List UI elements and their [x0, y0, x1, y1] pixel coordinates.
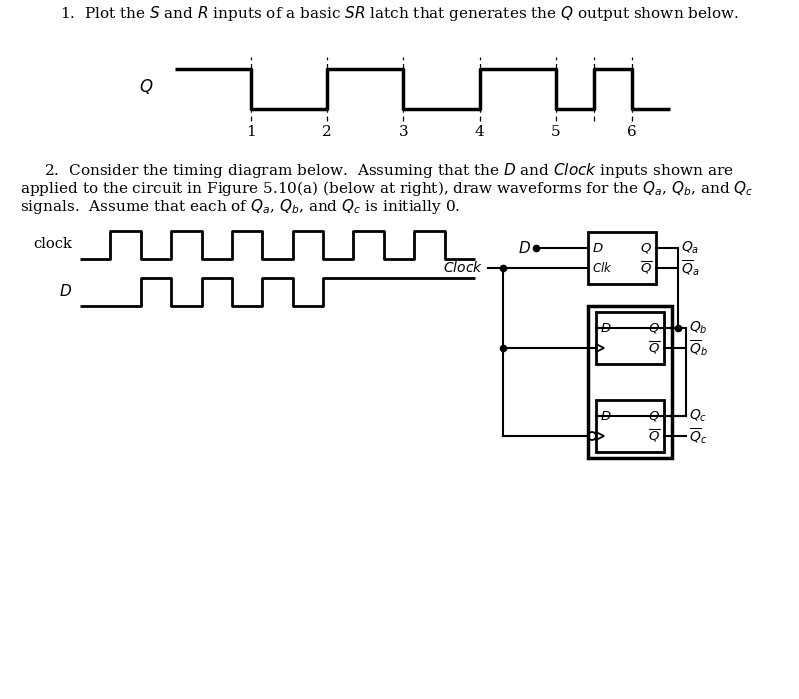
Text: $D$: $D$ [59, 283, 72, 299]
Text: 4: 4 [475, 125, 484, 139]
Text: $Clock$: $Clock$ [443, 261, 483, 275]
Text: $\overline{Q}$: $\overline{Q}$ [647, 428, 660, 444]
Text: 6: 6 [627, 125, 637, 139]
Text: $Q_b$: $Q_b$ [689, 320, 708, 336]
Bar [596, 400, 664, 452]
Text: $Clk$: $Clk$ [592, 261, 613, 275]
Text: $\overline{Q}$: $\overline{Q}$ [639, 260, 652, 276]
Text: $Q$: $Q$ [640, 241, 652, 255]
Text: signals.  Assume that each of $Q_a$, $Q_b$, and $Q_c$ is initially 0.: signals. Assume that each of $Q_a$, $Q_b… [20, 197, 460, 216]
Text: $Q_c$: $Q_c$ [689, 408, 707, 424]
Text: 1: 1 [246, 125, 256, 139]
Text: $Q$: $Q$ [648, 321, 660, 335]
Text: 1.  Plot the $S$ and $R$ inputs of a basic $SR$ latch that generates the $Q$ out: 1. Plot the $S$ and $R$ inputs of a basi… [59, 4, 738, 23]
Text: clock: clock [33, 237, 72, 251]
Text: $Q_a$: $Q_a$ [681, 240, 699, 257]
Text: $Q$: $Q$ [648, 409, 660, 423]
Text: 2.  Consider the timing diagram below.  Assuming that the $D$ and $Clock$ inputs: 2. Consider the timing diagram below. As… [20, 161, 733, 180]
Text: applied to the circuit in Figure 5.10(a) (below at right), draw waveforms for th: applied to the circuit in Figure 5.10(a)… [20, 179, 753, 198]
Text: $D$: $D$ [600, 410, 611, 422]
Text: $\overline{Q}_c$: $\overline{Q}_c$ [689, 426, 707, 446]
Text: 3: 3 [399, 125, 408, 139]
Bar [588, 232, 656, 284]
Text: $D$: $D$ [592, 241, 603, 254]
Text: 2: 2 [323, 125, 332, 139]
Bar [596, 312, 664, 364]
Text: $D$: $D$ [518, 240, 531, 256]
Bar [588, 306, 672, 458]
Text: 5: 5 [551, 125, 561, 139]
Text: $\overline{Q}_a$: $\overline{Q}_a$ [681, 258, 699, 278]
Text: $Q$: $Q$ [138, 78, 153, 96]
Text: $\overline{Q}_b$: $\overline{Q}_b$ [689, 338, 708, 358]
Text: $D$: $D$ [600, 322, 611, 335]
Text: $\overline{Q}$: $\overline{Q}$ [647, 340, 660, 356]
